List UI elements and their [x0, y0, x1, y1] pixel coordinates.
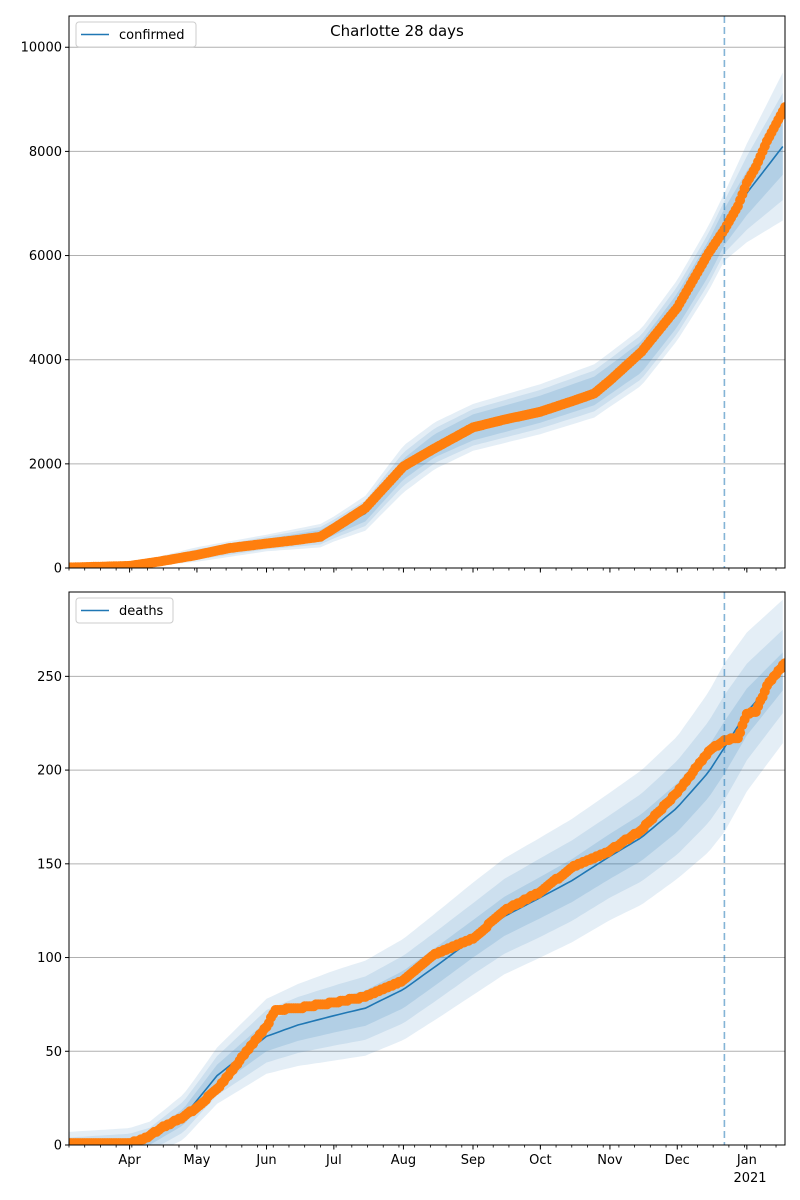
x-tick-label: Dec: [665, 1153, 690, 1168]
figure-title: Charlotte 28 days: [330, 22, 464, 40]
y-tick-label: 2000: [29, 457, 62, 472]
uncertainty-band-middle: [69, 92, 783, 568]
y-tick-label: 100: [37, 951, 62, 966]
legend-label: deaths: [119, 604, 164, 619]
observed-points: [69, 658, 785, 1145]
y-tick-label: 200: [37, 764, 62, 779]
x-tick-label: Sep: [461, 1153, 486, 1168]
y-tick-label: 150: [37, 857, 62, 872]
observed-point: [735, 727, 746, 738]
x-tick-label: Apr: [118, 1153, 141, 1168]
y-tick-label: 0: [54, 562, 62, 577]
uncertainty-band-outer: [69, 599, 783, 1145]
observed-points: [69, 102, 785, 568]
uncertainty-band-inner: [69, 118, 783, 568]
y-tick-label: 0: [54, 1139, 62, 1154]
axes-frame: [68, 15, 786, 569]
uncertainty-band-middle: [69, 629, 783, 1145]
plot-area: [69, 72, 785, 568]
legend-box: [75, 21, 197, 48]
legend-box: [75, 597, 174, 624]
y-tick-label: 50: [45, 1045, 62, 1060]
observed-point: [780, 102, 785, 113]
y-tick-label: 6000: [29, 249, 62, 264]
y-tick-label: 10000: [21, 41, 62, 56]
x-tick-label: Jan: [736, 1153, 757, 1168]
model-line: [69, 146, 784, 568]
x-tick-label: Aug: [391, 1153, 416, 1168]
deaths-panel: 0 50 100 150 200 250 Apr May Jun Jul Aug Sep Oct Nov D…: [37, 591, 786, 1168]
uncertainty-band-inner: [69, 652, 783, 1145]
legend: deaths: [75, 597, 174, 624]
legend-label: confirmed: [119, 28, 185, 43]
y-tick-label: 250: [37, 670, 62, 685]
plot-area: [69, 599, 785, 1145]
confirmed-panel: 0 2000 4000 6000 8000 10000 confirmed: [21, 15, 786, 577]
observed-point: [780, 658, 785, 669]
x-tick-label: Jun: [255, 1153, 276, 1168]
x-tick-label: Jul: [325, 1153, 342, 1168]
x-year-label: 2021: [733, 1171, 766, 1186]
x-tick-label: Oct: [529, 1153, 551, 1168]
x-tick-label: Nov: [597, 1153, 623, 1168]
y-tick-label: 4000: [29, 353, 62, 368]
legend: confirmed: [75, 21, 197, 48]
x-tick-label: May: [183, 1153, 210, 1168]
y-tick-label: 8000: [29, 145, 62, 160]
axes-frame: [68, 591, 786, 1146]
uncertainty-band-outer: [69, 72, 783, 568]
